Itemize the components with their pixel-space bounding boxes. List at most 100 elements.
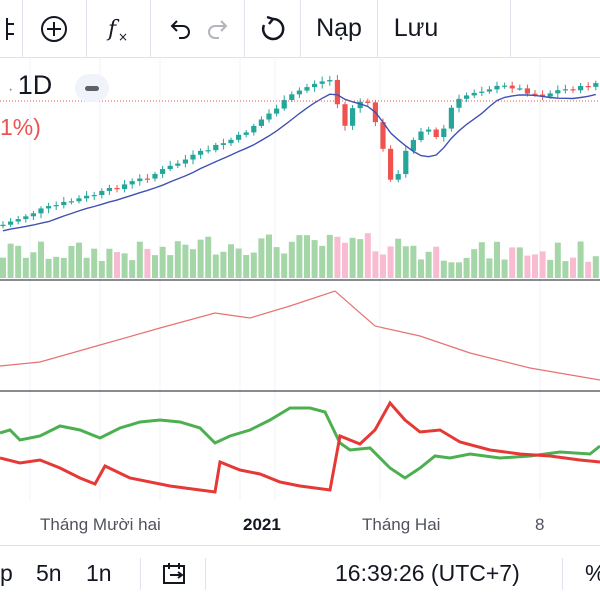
volume-bar (152, 255, 158, 278)
volume-bar (68, 245, 75, 278)
chart-type-icon[interactable] (0, 0, 22, 57)
candle-body (433, 129, 439, 138)
save-button[interactable]: Lưu (378, 0, 454, 57)
candle-body (426, 129, 432, 132)
volume-bar (532, 254, 538, 278)
range-p[interactable]: p (0, 560, 13, 586)
interval-label[interactable]: · 1D (8, 70, 53, 100)
candle-body (327, 80, 333, 82)
volume-bar (243, 254, 250, 278)
chart-canvas[interactable] (0, 58, 600, 500)
volume-bar (281, 253, 288, 278)
candle-body (296, 90, 302, 95)
volume-bar (228, 244, 234, 278)
candle-body (160, 169, 166, 174)
candle-body (471, 92, 477, 96)
volume-bar (159, 246, 166, 278)
add-indicator-icon[interactable] (23, 0, 85, 57)
indicators-fx-icon[interactable]: f × (87, 0, 149, 57)
candle-body (38, 208, 44, 214)
candle-body (479, 91, 485, 93)
candle-body (114, 187, 120, 190)
volume-bar (410, 245, 417, 278)
candle-body (198, 150, 204, 155)
candle-body (8, 221, 14, 225)
load-button[interactable]: Nạp (301, 0, 377, 57)
load-button-label: Nạp (316, 14, 362, 42)
range-5n[interactable]: 5n (36, 560, 62, 586)
volume-bar (440, 260, 447, 278)
candle-body (190, 154, 196, 160)
candle-body (334, 80, 340, 105)
candle-body (441, 128, 447, 138)
candle-body (517, 88, 523, 90)
volume-bar (106, 248, 113, 278)
candle-body (167, 165, 173, 170)
candle-body (274, 108, 280, 114)
candle-body (251, 125, 257, 133)
volume-bar (136, 241, 143, 278)
volume-bar (83, 257, 90, 278)
candle-body (61, 201, 67, 206)
calendar-goto-icon[interactable] (162, 546, 188, 601)
time-axis[interactable]: Tháng Mười hai 2021 Tháng Hai 8 (0, 505, 600, 545)
candle-body (342, 104, 348, 126)
volume-bar (585, 261, 592, 278)
candle-body (319, 81, 325, 84)
volume-bar (197, 239, 204, 278)
volume-bar (319, 245, 326, 278)
range-1n[interactable]: 1n (86, 560, 112, 586)
volume-bar (258, 238, 265, 278)
volume-bar (220, 251, 227, 278)
candle-body (144, 178, 150, 180)
volume-bar (304, 235, 310, 278)
candle-body (228, 139, 234, 144)
volume-bar (570, 257, 576, 278)
volume-bar (478, 242, 485, 278)
candle-body (213, 144, 219, 151)
candle-body (403, 150, 409, 175)
svg-text:×: × (118, 30, 128, 44)
volume-bar (167, 255, 174, 278)
minus-icon (85, 85, 99, 91)
volume-bar (0, 257, 6, 278)
candle-body (0, 224, 6, 226)
candle-body (486, 89, 492, 92)
indicator-line (0, 290, 600, 381)
volume-bar (53, 256, 60, 278)
volume-bar (509, 247, 516, 278)
volume-bar (547, 259, 554, 278)
volume-bar (494, 241, 500, 278)
candle-body (532, 93, 538, 95)
undo-icon[interactable] (160, 0, 200, 57)
volume-bar (418, 259, 424, 278)
candle-body (380, 122, 386, 149)
volume-bar (539, 251, 546, 278)
volume-bar (212, 254, 219, 278)
candle-body (15, 219, 21, 222)
volume-bar (311, 240, 318, 278)
candle-body (220, 143, 226, 145)
redo-icon[interactable] (198, 0, 238, 57)
volume-bar (296, 235, 303, 278)
candle-body (410, 140, 416, 151)
volume-bar (266, 234, 272, 278)
volume-bar (592, 256, 599, 278)
clock[interactable]: 16:39:26 (UTC+7) (335, 560, 520, 586)
percent-toggle[interactable]: % (585, 546, 600, 601)
candle-body (509, 85, 515, 89)
volume-bar (121, 253, 128, 278)
candle-body (456, 98, 462, 108)
candle-body (182, 159, 188, 164)
candle-body (524, 88, 530, 94)
volume-bar (288, 241, 295, 278)
chart-area[interactable] (0, 58, 600, 500)
volume-bar (91, 248, 98, 278)
volume-bar (250, 252, 257, 278)
candle-body (448, 107, 454, 129)
candle-body (593, 83, 599, 87)
reset-icon[interactable] (245, 0, 300, 57)
candle-body (570, 89, 576, 91)
candle-body (555, 90, 561, 94)
collapse-legend-button[interactable] (75, 74, 109, 102)
